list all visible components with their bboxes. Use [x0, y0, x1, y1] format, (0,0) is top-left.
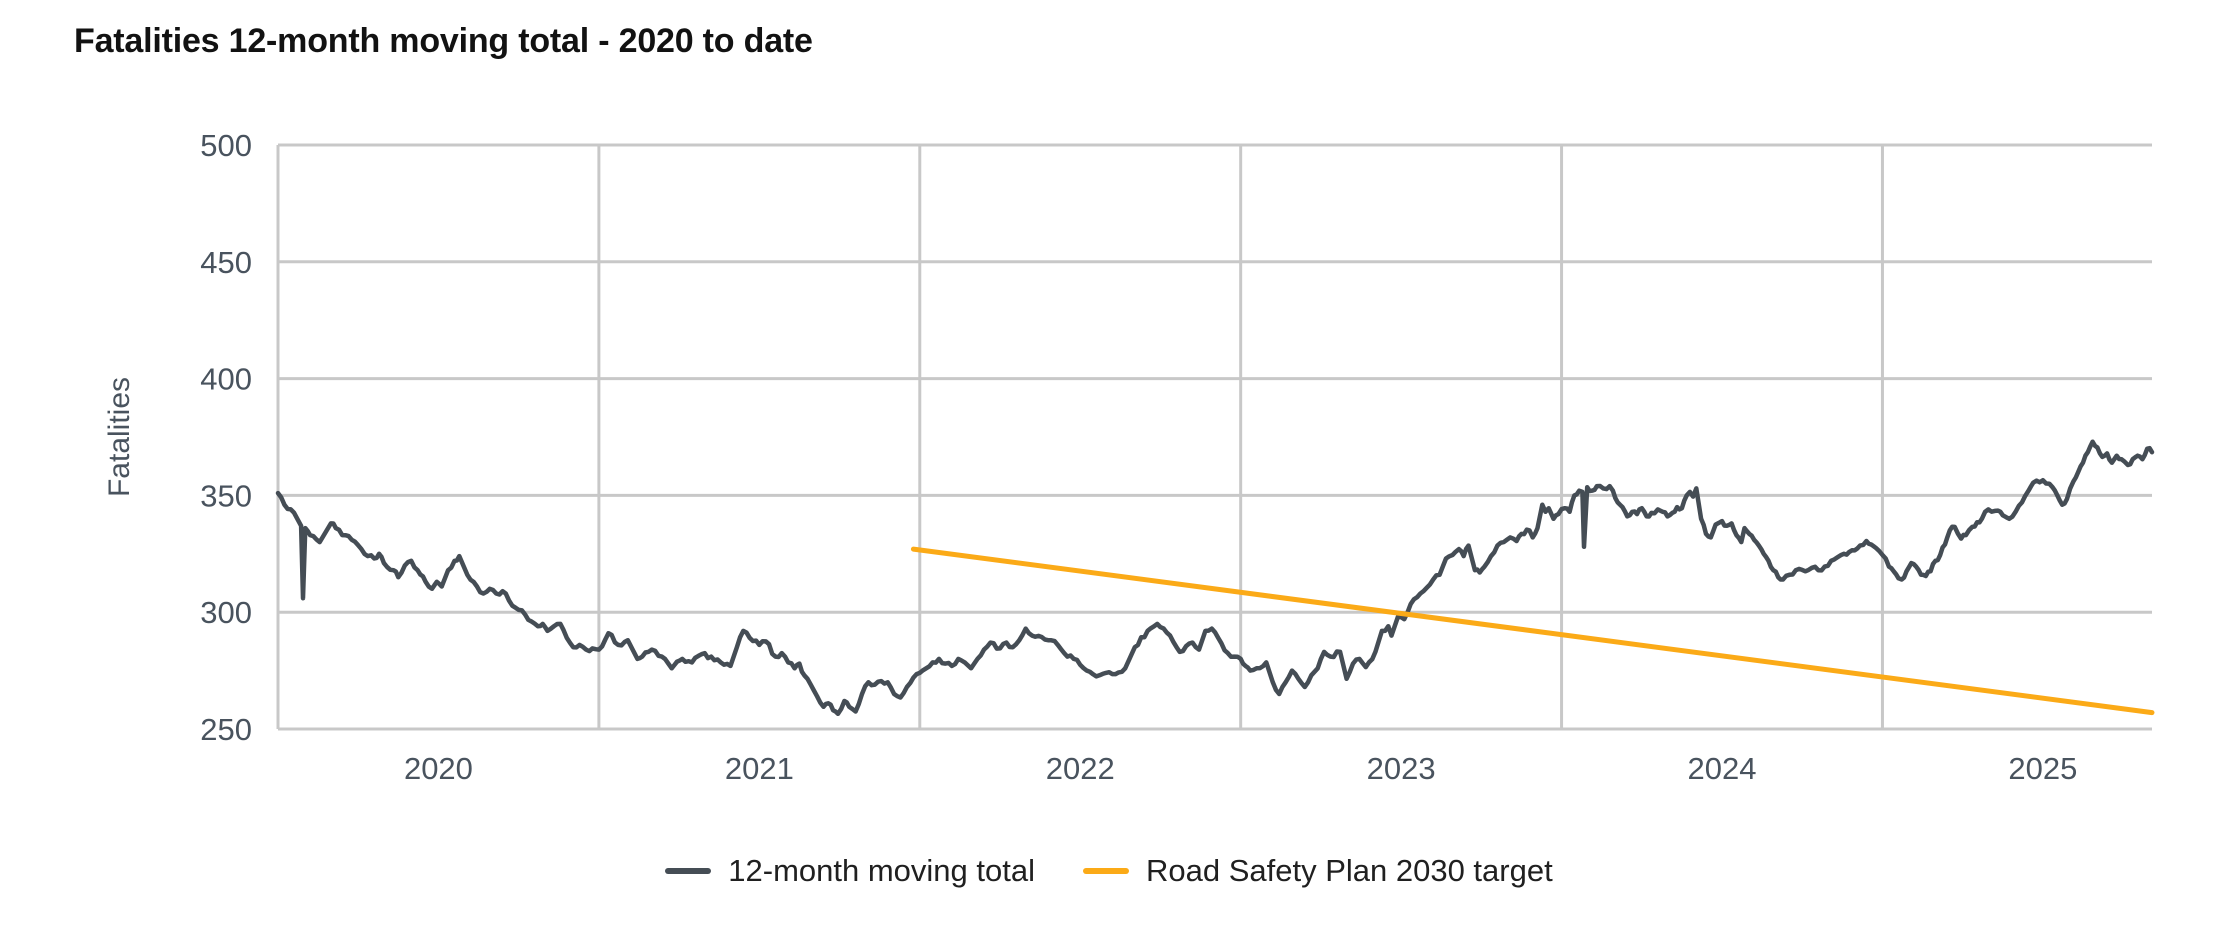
chart-title: Fatalities 12-month moving total - 2020 … [74, 22, 813, 60]
x-tick-label: 2023 [1367, 751, 1436, 786]
legend-label-target: Road Safety Plan 2030 target [1145, 853, 1553, 888]
y-tick-label: 450 [200, 245, 252, 280]
moving-total-line-swatch [665, 868, 712, 874]
legend-item-target: Road Safety Plan 2030 target [1082, 853, 1553, 889]
y-tick-label: 300 [200, 595, 252, 630]
x-tick-label: 2025 [2008, 751, 2077, 786]
target-line [910, 546, 2155, 716]
x-tick-label: 2022 [1046, 751, 1115, 786]
y-tick-label: 500 [200, 128, 252, 163]
x-tick-label: 2021 [725, 751, 794, 786]
legend: 12-month moving total Road Safety Plan 2… [0, 853, 2218, 889]
moving-total-line [275, 439, 2155, 717]
legend-item-moving-total: 12-month moving total [665, 853, 1035, 889]
legend-label-moving-total: 12-month moving total [728, 853, 1035, 888]
x-tick-label: 2024 [1688, 751, 1757, 786]
y-tick-label: 400 [200, 362, 252, 397]
target-line-swatch [1082, 868, 1129, 874]
y-tick-label: 250 [200, 712, 252, 747]
y-tick-label: 350 [200, 478, 252, 513]
x-tick-label: 2020 [404, 751, 473, 786]
